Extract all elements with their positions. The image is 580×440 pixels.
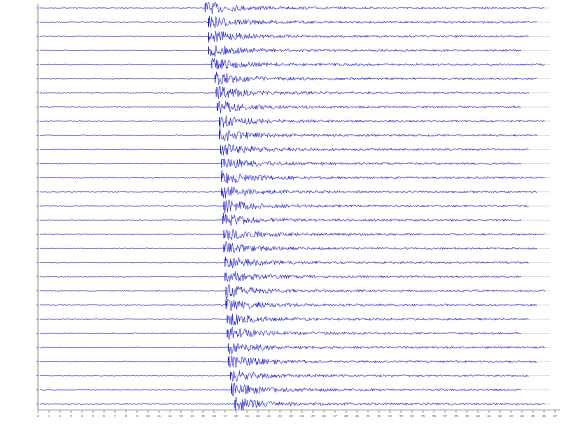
waveform	[39, 199, 529, 214]
waveform	[39, 228, 545, 240]
x-tick-label: 3	[70, 414, 72, 418]
waveform	[39, 45, 522, 57]
x-tick-label: 32	[388, 414, 392, 418]
x-tick-label: 13	[179, 414, 183, 418]
waveform	[39, 143, 529, 156]
x-tick-label: 38	[454, 414, 458, 418]
x-tick-label: 15	[201, 414, 205, 418]
waveform	[39, 283, 545, 300]
x-tick-label: 33	[399, 414, 403, 418]
x-tick-label: 26	[322, 414, 326, 418]
waveform	[39, 256, 529, 269]
x-tick-label: 6	[103, 414, 105, 418]
waveform	[39, 115, 545, 128]
waveform	[39, 170, 545, 184]
x-tick-label: 0	[37, 414, 39, 418]
x-tick-label: 46	[542, 414, 546, 418]
waveform	[39, 85, 529, 99]
waveform	[39, 71, 538, 85]
x-tick-label: 14	[190, 414, 194, 418]
x-tick-label: 35	[421, 414, 425, 418]
x-tick-label: 31	[377, 414, 381, 418]
x-tick-label: 43	[509, 414, 513, 418]
x-tick-label: 18	[234, 414, 238, 418]
x-tick-label: 16	[212, 414, 216, 418]
x-tick-label: 45	[531, 414, 535, 418]
waveform	[39, 240, 538, 253]
x-tick-label: 36	[432, 414, 436, 418]
x-tick-label: 47	[553, 414, 557, 418]
x-tick-label: 24	[300, 414, 304, 418]
x-tick-label: 23	[289, 414, 293, 418]
waveform	[39, 31, 529, 43]
x-tick-label: 17	[223, 414, 227, 418]
x-tick-label: 22	[278, 414, 282, 418]
waveform	[39, 100, 521, 114]
x-tick-label: 29	[355, 414, 359, 418]
x-tick-label: 20	[256, 414, 260, 418]
x-tick-label: 41	[487, 414, 491, 418]
waveform	[39, 343, 545, 355]
waveform	[39, 397, 545, 411]
x-tick-label: 37	[443, 414, 447, 418]
x-tick-label: 21	[267, 414, 271, 418]
x-tick-label: 10	[146, 414, 150, 418]
x-tick-label: 1	[48, 414, 50, 418]
x-tick-label: 34	[410, 414, 414, 418]
waveform	[39, 212, 522, 226]
x-tick-label: 4	[81, 414, 83, 418]
x-tick-label: 27	[333, 414, 337, 418]
x-tick-label: 44	[520, 414, 524, 418]
waveform	[39, 186, 538, 199]
waveform	[39, 271, 522, 283]
waveform	[39, 57, 545, 70]
x-tick-label: 30	[366, 414, 370, 418]
x-tick-label: 39	[465, 414, 469, 418]
waveform	[39, 326, 522, 340]
waveform	[39, 382, 521, 397]
x-tick-label: 12	[168, 414, 172, 418]
waveform	[39, 313, 529, 326]
waveform	[39, 370, 529, 383]
x-tick-label: 11	[157, 414, 161, 418]
waveform	[39, 355, 537, 368]
x-tick-label: 42	[498, 414, 502, 418]
waveform	[39, 15, 538, 28]
waveform	[39, 158, 522, 169]
x-tick-label: 28	[344, 414, 348, 418]
x-tick-label: 25	[311, 414, 315, 418]
x-tick-label: 2	[59, 414, 61, 418]
x-tick-label: 5	[92, 414, 94, 418]
x-tick-label: 7	[114, 414, 116, 418]
x-tick-label: 8	[125, 414, 127, 418]
x-tick-label: 40	[476, 414, 480, 418]
waveform	[39, 128, 538, 141]
x-tick-label: 9	[136, 414, 138, 418]
x-tick-label: 19	[245, 414, 249, 418]
waveform	[39, 1, 545, 15]
waveform	[39, 297, 538, 311]
